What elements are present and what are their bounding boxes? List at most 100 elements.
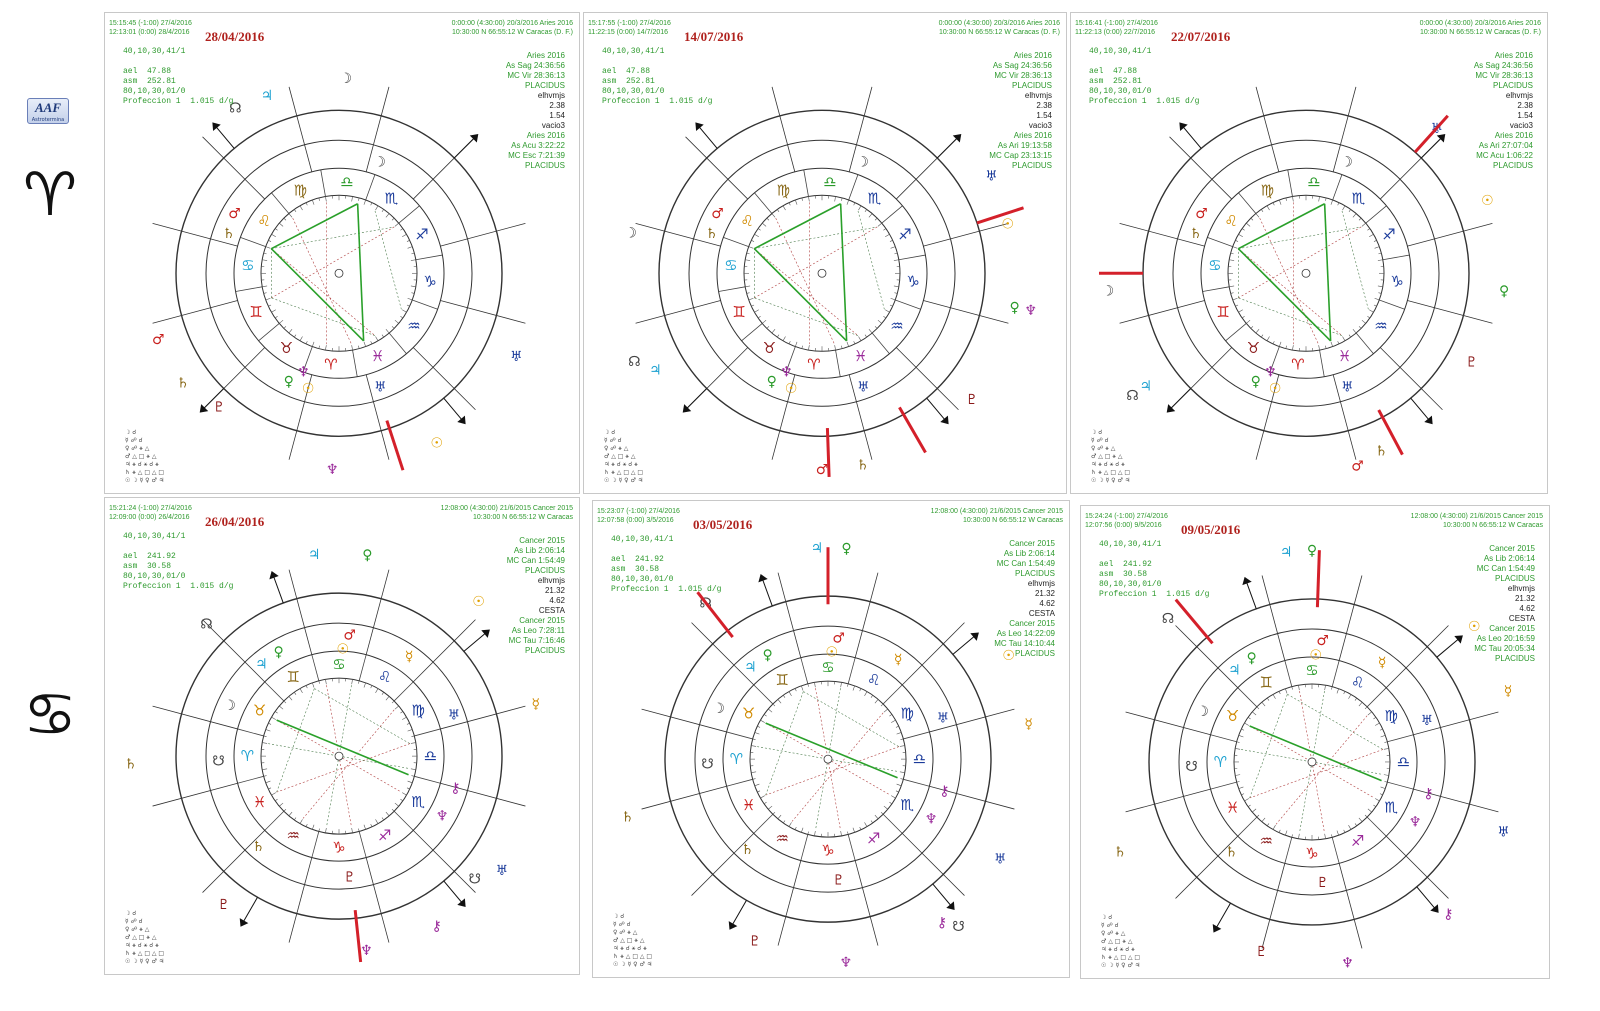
wheel-ring	[205, 139, 473, 407]
house-cusp	[1338, 575, 1363, 661]
sign-divider	[753, 813, 774, 834]
parameter-line: asm 30.58	[123, 562, 172, 571]
legend-line: vacio3	[1028, 121, 1052, 130]
degree-tick	[807, 831, 809, 835]
legend-line: 1.54	[1517, 111, 1533, 120]
zodiac-sign-icon: ♉	[280, 339, 293, 357]
degree-tick	[801, 345, 803, 349]
parameter-line: 80,10,30,01/0	[611, 575, 674, 584]
aspect-line	[302, 709, 395, 819]
degree-tick	[1373, 716, 1377, 720]
header-line: 15:23:07 (-1:00) 27/4/2016	[597, 508, 680, 515]
parameter-line	[123, 57, 233, 67]
aspect-line	[271, 297, 376, 336]
degree-tick	[745, 259, 751, 261]
transit-planet-icon: ♇	[213, 400, 226, 416]
chart-panel: ♎♍♌♋♊♉♈♓♒♑♐♏♂☽♄♅☉♀♆♅☉♀☽♃☊♂♄♇15:16:41 (-1…	[1070, 12, 1548, 494]
house-cusp	[848, 86, 873, 172]
arrow-head-icon	[1436, 133, 1446, 143]
natal-wheel: ♎♍♌♋♊♉♈ ♓♒♑♐♏♂☽♄♅☉♀♆☽♃☊♅♀ ♆☉♇♂ ♄	[624, 86, 1037, 478]
degree-tick	[1247, 804, 1251, 807]
degree-tick	[1252, 808, 1257, 813]
degree-tick	[1364, 814, 1368, 818]
degree-tick	[1247, 716, 1251, 720]
chart-legend: Aries 2016 As Sag 24:36:56 MC Vir 28:36:13…	[506, 51, 565, 171]
sign-divider	[415, 254, 443, 261]
transit-planet-icon: ☉	[1002, 216, 1015, 232]
degree-tick	[1318, 345, 1320, 351]
degree-tick	[889, 240, 893, 242]
zodiac-sign-icon: ♌	[1224, 212, 1237, 230]
header-line: 15:16:41 (-1:00) 27/4/2016	[1075, 20, 1158, 27]
planet-icon: ♄	[705, 226, 718, 242]
planet-icon: ☽	[1340, 154, 1353, 170]
house-cusp	[1413, 788, 1499, 813]
degree-tick	[852, 827, 855, 833]
degree-tick	[400, 316, 404, 319]
planet-icon: ♅	[937, 710, 950, 726]
chart-parameters: 40,10,30,41/1 ael 241.92 asm 30.58 80,10,3…	[123, 532, 233, 592]
degree-tick	[853, 341, 856, 345]
degree-tick	[1279, 341, 1282, 347]
degree-tick	[893, 259, 899, 261]
degree-tick	[1250, 217, 1254, 221]
zodiac-sign-icon: ♍	[294, 181, 307, 199]
header-line: 10:30:00 N 66:55:12 W Caracas	[472, 514, 573, 521]
degree-tick	[754, 309, 759, 313]
aspect-line	[765, 691, 804, 796]
sign-divider	[1207, 236, 1233, 247]
parameter-line: Profeccion 1 1.015 d/g	[1089, 97, 1200, 106]
sign-divider	[235, 286, 263, 292]
degree-tick	[885, 234, 890, 238]
parameter-line: 40,10,30,41/1	[1099, 540, 1162, 549]
parameter-line: Profeccion 1 1.015 d/g	[602, 97, 713, 106]
sign-divider	[1331, 660, 1340, 687]
degree-tick	[294, 209, 297, 213]
legend-line: Cancer 2015	[1009, 619, 1055, 628]
parameter-line	[611, 545, 721, 555]
degree-tick	[271, 792, 276, 796]
house-cusp	[365, 86, 390, 172]
transit-planet-icon: ☊	[628, 354, 640, 370]
degree-tick	[1246, 222, 1251, 227]
header-line: 15:24:24 (-1:00) 27/4/2016	[1085, 513, 1168, 520]
sign-divider	[1238, 192, 1257, 214]
sign-divider	[393, 681, 414, 702]
zodiac-sign-icon: ♏	[868, 189, 882, 207]
degree-tick	[391, 700, 395, 704]
house-cusp	[152, 782, 238, 807]
degree-tick	[265, 297, 271, 301]
planet-icon: ♆	[436, 809, 449, 825]
sign-divider	[393, 810, 414, 831]
wheel-ring	[658, 109, 986, 437]
house-cusp	[288, 857, 313, 943]
house-cusp	[412, 347, 476, 411]
legend-line: 2.38	[1036, 101, 1052, 110]
zodiac-sign-icon: ♒	[890, 317, 903, 335]
parameter-line: ael 47.88	[1089, 67, 1138, 76]
wheel-center	[334, 751, 344, 761]
legend-line: As Leo 20:16:59	[1476, 634, 1535, 643]
degree-tick	[312, 682, 315, 688]
transit-planet-icon: ♄	[124, 756, 137, 772]
parameter-line: ael 241.92	[1099, 560, 1152, 569]
transit-planet-icon: ♆	[839, 955, 852, 971]
parameter-line: 40,10,30,41/1	[123, 47, 186, 56]
degree-tick	[265, 780, 271, 784]
transit-planet-icon: ♃	[308, 547, 321, 563]
sign-divider	[1365, 205, 1387, 224]
transit-planet-icon: ♇	[748, 933, 761, 949]
legend-line: 21.32	[1034, 589, 1055, 598]
planet-icon: ☋	[212, 753, 224, 769]
planet-icon: ♂	[832, 630, 845, 646]
header-line: 10:30:00 N 66:55:12 W Caracas (D. F.)	[452, 29, 573, 36]
header-left: 15:24:24 (-1:00) 27/4/2016 12:07:56 (0:00…	[1085, 512, 1168, 530]
house-cusp	[1261, 863, 1286, 949]
degree-tick	[400, 711, 404, 714]
legend-line: PLACIDUS	[1492, 81, 1533, 90]
aspect-line	[1238, 226, 1362, 249]
parameter-line: 40,10,30,41/1	[602, 47, 665, 56]
degree-tick	[782, 336, 786, 341]
degree-tick	[899, 771, 905, 773]
legend-line: PLACIDUS	[524, 81, 565, 90]
